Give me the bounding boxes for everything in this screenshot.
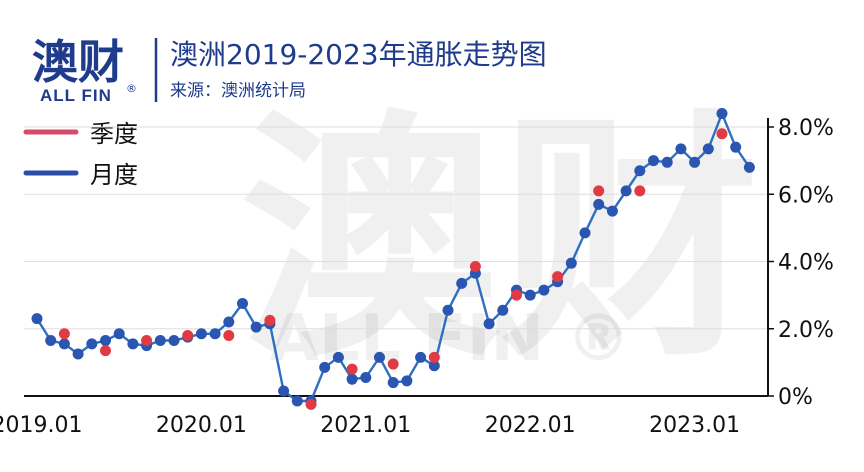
point-monthly [675, 143, 687, 155]
y-tick-labels: 0% 2.0% 4.0% 6.0% 8.0% [778, 116, 834, 410]
point-quarterly [593, 185, 605, 197]
x-tick-label: 2022.01 [485, 413, 576, 438]
chart-title: 澳洲2019-2023年通胀走势图 [170, 38, 547, 71]
point-monthly [319, 361, 331, 373]
y-tick-label: 2.0% [778, 318, 834, 343]
x-tick-label: 2021.01 [320, 413, 411, 438]
brand-logo-sub: ALL FIN [40, 86, 112, 105]
x-tick-label: 2020.01 [156, 413, 247, 438]
point-quarterly [346, 363, 358, 375]
point-monthly [401, 375, 413, 387]
point-monthly [374, 351, 385, 363]
point-monthly [31, 313, 43, 325]
point-quarterly [511, 289, 522, 301]
point-monthly [593, 198, 605, 210]
point-monthly [648, 155, 659, 167]
point-monthly [689, 156, 701, 168]
point-monthly [538, 284, 550, 296]
point-quarterly [141, 335, 153, 347]
x-tick-labels: 2019.01 2020.01 2021.01 2022.01 2023.01 [0, 413, 740, 438]
point-monthly [483, 318, 495, 330]
brand-logo-text: 澳财 [32, 35, 124, 89]
point-monthly [168, 335, 180, 347]
point-monthly [565, 257, 577, 269]
point-monthly [45, 335, 57, 347]
legend: 季度 月度 [23, 120, 138, 189]
point-monthly [579, 227, 591, 239]
point-monthly [86, 338, 98, 350]
axes [24, 118, 769, 397]
y-tick-label: 4.0% [778, 251, 834, 276]
point-quarterly [305, 398, 317, 410]
header: 澳财 ALL FIN ® 澳洲2019-2023年通胀走势图 来源：澳洲统计局 [32, 35, 547, 105]
chart-subtitle: 来源：澳洲统计局 [170, 81, 306, 101]
y-tick-label: 0% [778, 385, 813, 410]
point-monthly [58, 338, 70, 350]
point-monthly [291, 395, 303, 407]
point-monthly [154, 335, 166, 347]
point-monthly [250, 321, 262, 333]
series-quarterly [58, 128, 728, 410]
point-monthly [209, 328, 221, 340]
point-monthly [72, 348, 84, 360]
point-quarterly [182, 329, 194, 341]
x-tick-label: 2019.01 [0, 413, 82, 438]
point-quarterly [428, 351, 440, 363]
point-monthly [387, 377, 399, 389]
legend-label-quarterly: 季度 [90, 120, 138, 148]
watermark-text: 澳财 [240, 90, 760, 392]
point-monthly [620, 185, 632, 197]
y-tick-label: 6.0% [778, 183, 834, 208]
point-quarterly [58, 328, 70, 340]
point-quarterly [634, 185, 646, 197]
legend-label-monthly: 月度 [90, 161, 138, 189]
point-monthly [360, 372, 372, 384]
point-monthly [442, 304, 454, 316]
watermark: 澳财 ALL FIN ® [240, 90, 760, 392]
point-monthly [195, 328, 207, 340]
point-monthly [237, 298, 248, 310]
point-monthly [606, 205, 618, 217]
point-monthly [634, 165, 646, 177]
point-monthly [716, 108, 728, 120]
point-quarterly [223, 329, 235, 341]
y-tick-label: 8.0% [778, 116, 834, 141]
point-monthly [332, 351, 344, 363]
point-quarterly [469, 261, 481, 273]
point-monthly [702, 143, 714, 155]
point-monthly [730, 141, 742, 153]
point-quarterly [100, 345, 111, 357]
point-monthly [127, 338, 139, 350]
point-monthly [100, 335, 111, 347]
point-monthly [497, 304, 509, 316]
point-quarterly [716, 128, 728, 140]
point-quarterly [552, 271, 564, 283]
point-monthly [415, 351, 427, 363]
point-monthly [346, 373, 358, 385]
point-quarterly [387, 358, 399, 370]
registered-mark: ® [126, 82, 137, 95]
point-quarterly [264, 314, 276, 326]
point-monthly [223, 316, 235, 328]
point-monthly [524, 289, 536, 301]
point-monthly [113, 328, 125, 340]
point-monthly [661, 156, 673, 168]
x-tick-label: 2023.01 [649, 413, 740, 438]
point-monthly [278, 385, 290, 397]
point-monthly [456, 277, 468, 289]
point-monthly [428, 360, 440, 372]
point-monthly [743, 161, 755, 173]
